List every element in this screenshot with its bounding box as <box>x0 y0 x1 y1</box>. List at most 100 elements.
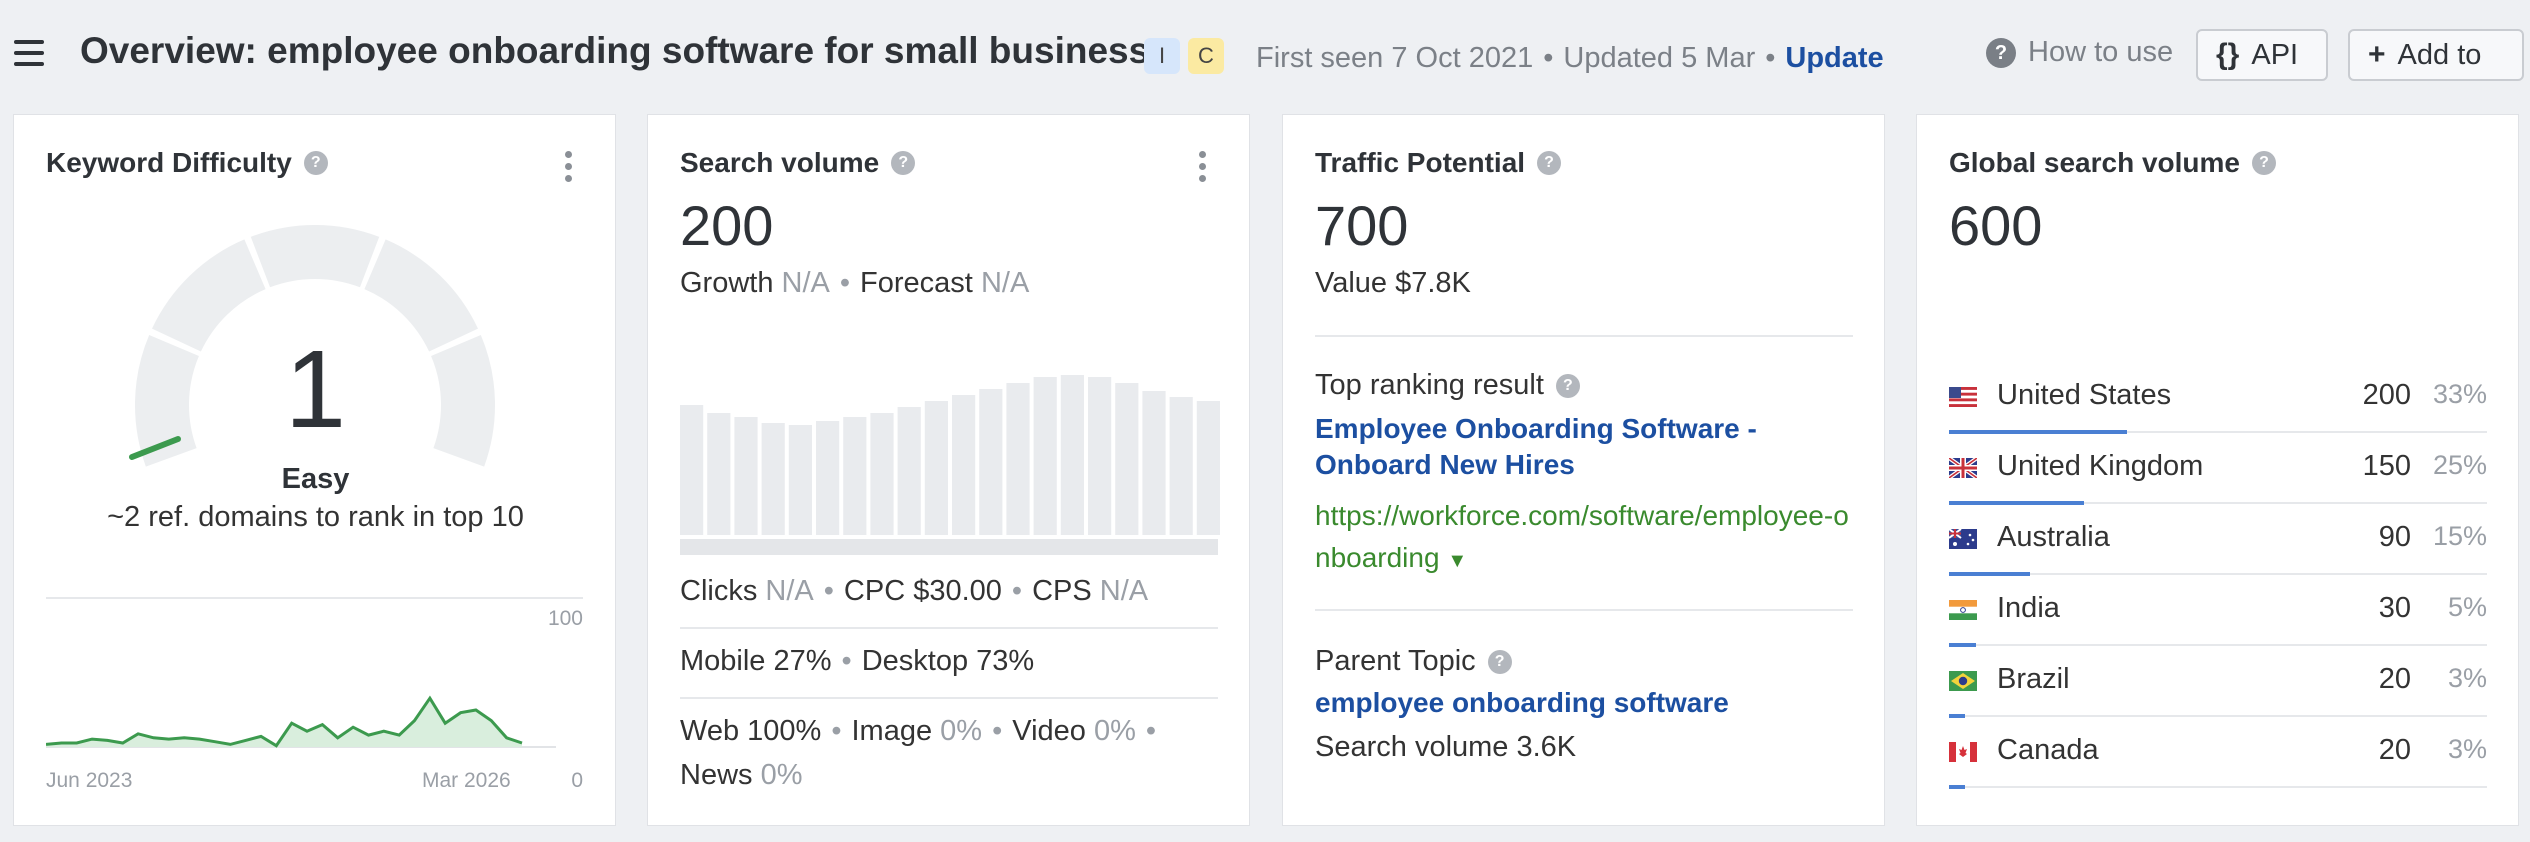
parent-topic-link[interactable]: employee onboarding software <box>1315 687 1729 718</box>
caret-down-icon[interactable]: ▼ <box>1447 550 1468 572</box>
keyword-difficulty-card: Keyword Difficulty ? 1 Easy ~2 ref. doma… <box>13 114 616 826</box>
volume-bar[interactable] <box>761 423 785 535</box>
gauge-segment <box>431 334 495 467</box>
country-row[interactable]: Australia 90 15% <box>1949 511 2487 581</box>
divider <box>1949 502 2487 504</box>
kd-subtitle: ~2 ref. domains to rank in top 10 <box>107 501 524 533</box>
how-to-use-label: How to use <box>2028 36 2174 68</box>
traffic-potential-value: 700 <box>1315 194 1409 257</box>
country-share-bar <box>1949 572 2030 576</box>
volume-bar[interactable] <box>788 425 812 535</box>
parent-topic-label-text: Parent Topic <box>1315 645 1476 677</box>
volume-bar[interactable] <box>870 413 894 535</box>
volume-bar[interactable] <box>952 395 976 535</box>
volume-bar[interactable] <box>979 389 1003 535</box>
volume-bar[interactable] <box>816 421 840 535</box>
kd-history-line <box>46 695 523 748</box>
divider <box>1949 786 2487 788</box>
top-result-url-link[interactable]: https://workforce.com/software/employee-… <box>1315 495 1855 582</box>
traffic-value-usd: Value $7.8K <box>1315 267 1471 299</box>
card-title: Global search volume ? <box>1949 147 2276 179</box>
difficulty-gauge <box>129 225 495 467</box>
country-percent: 5% <box>2447 592 2487 622</box>
kd-value: 1 <box>284 328 347 451</box>
volume-bar[interactable] <box>1196 401 1220 535</box>
ca-flag-icon <box>1949 742 1977 762</box>
divider <box>46 597 583 599</box>
country-percent: 3% <box>2447 663 2487 693</box>
volume-bar[interactable] <box>843 417 867 535</box>
us-flag-icon <box>1949 387 1977 407</box>
volume-bar[interactable] <box>1006 383 1030 535</box>
country-row[interactable]: United States 200 33% <box>1949 369 2487 439</box>
forecast-value: N/A <box>980 267 1030 299</box>
volume-bar[interactable] <box>734 417 758 535</box>
volume-bar[interactable] <box>1060 375 1084 535</box>
country-percent: 25% <box>2432 450 2487 480</box>
image-value: 0% <box>940 715 983 747</box>
country-row[interactable]: Brazil 20 3% <box>1949 653 2487 723</box>
volume-bar[interactable] <box>897 407 921 535</box>
volume-bar[interactable] <box>1142 391 1166 535</box>
divider <box>680 627 1218 629</box>
top-result-url-text: https://workforce.com/software/employee-… <box>1315 500 1849 573</box>
divider <box>1315 335 1853 337</box>
page-title: Overview: employee onboarding software f… <box>80 30 1150 71</box>
divider <box>1949 715 2487 717</box>
cpc-value: CPC $30.00 <box>843 575 1002 607</box>
top-result-title-link[interactable]: Employee Onboarding Software - Onboard N… <box>1315 413 1757 480</box>
kd-label: Easy <box>281 463 350 495</box>
country-volume: 30 <box>2378 592 2411 624</box>
more-options-icon[interactable] <box>1199 151 1207 187</box>
kd-chart-xstart: Jun 2023 <box>46 769 133 792</box>
country-row[interactable]: India 30 5% <box>1949 582 2487 652</box>
top-ranking-result-label: Top ranking result ? <box>1315 369 1580 402</box>
volume-bar[interactable] <box>680 405 704 535</box>
help-icon[interactable]: ? <box>303 151 328 175</box>
divider <box>1949 431 2487 433</box>
intent-badge-informational[interactable]: I <box>1144 38 1180 74</box>
country-row[interactable]: Canada 20 3% <box>1949 724 2487 794</box>
country-volume: 90 <box>2378 521 2411 553</box>
api-button[interactable]: {} API <box>2196 29 2328 81</box>
plus-icon: + <box>2368 38 2386 71</box>
volume-bar[interactable] <box>1169 397 1193 535</box>
volume-bar[interactable] <box>1088 377 1112 535</box>
gauge-segment <box>250 225 380 288</box>
help-icon[interactable]: ? <box>891 151 916 175</box>
uk-flag-icon <box>1949 458 1977 478</box>
kd-history-chart <box>46 695 556 748</box>
help-icon[interactable]: ? <box>1487 649 1512 674</box>
help-icon[interactable]: ? <box>2252 151 2276 175</box>
volume-bar[interactable] <box>1033 377 1057 535</box>
kd-chart-ymin: 0 <box>571 769 583 792</box>
growth-value: N/A <box>781 267 830 299</box>
desktop-share: Desktop 73% <box>861 645 1035 677</box>
country-percent: 33% <box>2432 379 2487 409</box>
top-bar: Overview: employee onboarding software f… <box>0 0 2530 115</box>
add-to-label: Add to <box>2397 38 2482 71</box>
first-seen-date: First seen 7 Oct 2021 <box>1256 42 1534 74</box>
serp-type-row-2: News 0% <box>680 759 1218 792</box>
parent-topic-volume: Search volume 3.6K <box>1315 731 1577 763</box>
help-icon[interactable]: ? <box>1537 151 1562 175</box>
more-options-icon[interactable] <box>565 151 573 187</box>
update-link[interactable]: Update <box>1785 42 1884 74</box>
volume-bar[interactable] <box>707 413 731 535</box>
country-row[interactable]: United Kingdom 150 25% <box>1949 440 2487 510</box>
forecast-label: Forecast <box>860 267 973 299</box>
news-value: 0% <box>760 759 803 791</box>
volume-bar[interactable] <box>924 401 948 535</box>
menu-icon[interactable] <box>14 40 44 66</box>
divider <box>1315 609 1853 611</box>
how-to-use-link[interactable]: ? How to use <box>1986 36 2173 69</box>
news-label: News <box>680 759 753 791</box>
gauge-fill-marker <box>129 436 181 460</box>
volume-bar[interactable] <box>1115 383 1139 535</box>
country-share-bar <box>1949 785 1966 789</box>
chart-range-scrollbar[interactable] <box>680 539 1218 555</box>
br-flag-icon <box>1949 671 1977 691</box>
help-icon[interactable]: ? <box>1555 373 1580 398</box>
add-to-button[interactable]: + Add to <box>2348 29 2524 81</box>
intent-badge-commercial[interactable]: C <box>1188 38 1224 74</box>
